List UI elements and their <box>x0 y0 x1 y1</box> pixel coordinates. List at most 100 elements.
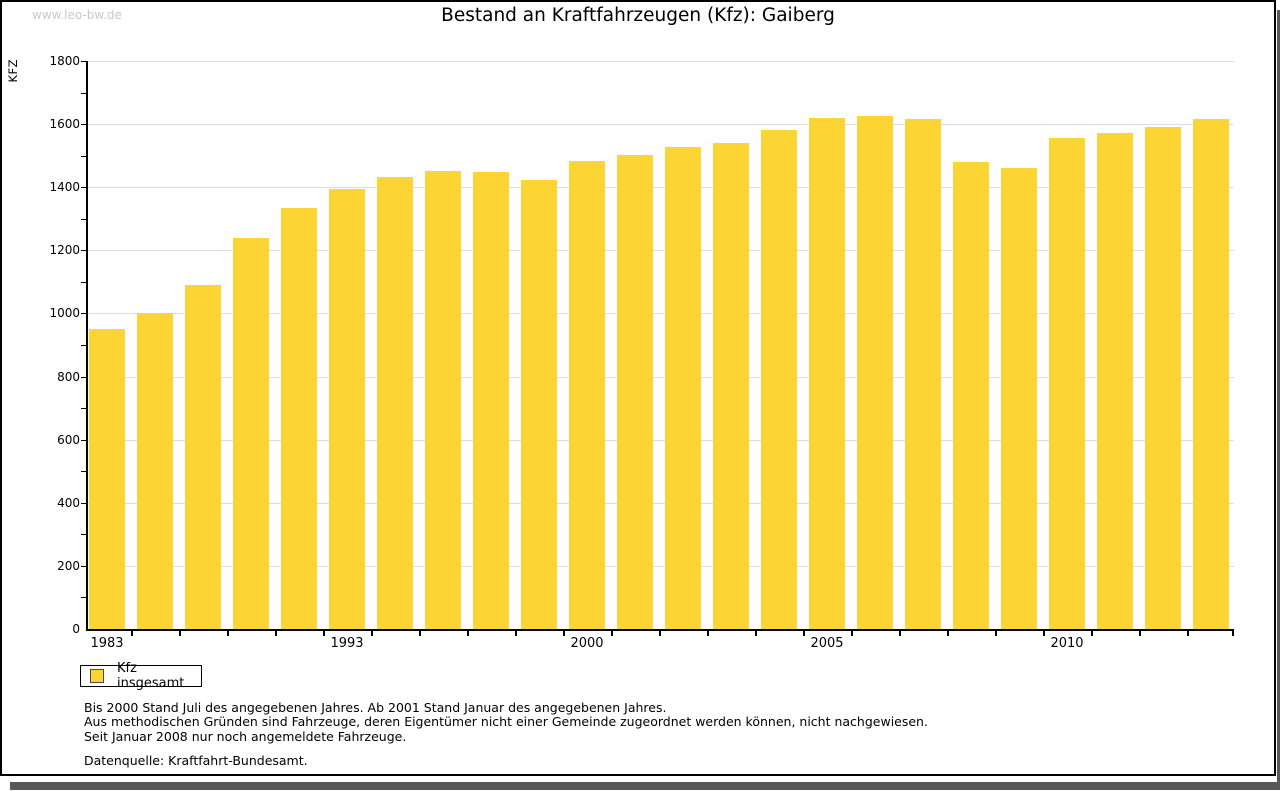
y-axis-tick <box>81 313 86 315</box>
gridline <box>88 502 1234 504</box>
x-axis-tick-label: 1983 <box>90 636 124 651</box>
y-axis-tick <box>81 218 86 220</box>
drop-shadow-bottom <box>10 782 1280 790</box>
x-axis-tick <box>659 631 661 636</box>
x-axis-tick <box>1139 631 1141 636</box>
y-axis-tick-label: 1400 <box>49 180 80 195</box>
gridline <box>88 61 1234 62</box>
bar <box>569 161 605 629</box>
x-axis-tick-label: 2000 <box>570 636 604 651</box>
legend-label: Kfz insgesamt <box>117 661 185 691</box>
data-source: Datenquelle: Kraftfahrt-Bundesamt. <box>84 753 308 768</box>
x-axis-tick <box>1043 631 1045 636</box>
bar <box>425 170 461 629</box>
y-axis-tick <box>81 124 86 126</box>
legend: Kfz insgesamt <box>80 661 202 691</box>
chart-page: www.leo-bw.de Bestand an Kraftfahrzeugen… <box>0 0 1276 776</box>
y-axis-tick-label: 200 <box>57 558 80 573</box>
x-axis-tick <box>467 631 469 636</box>
y-axis-tick <box>81 534 86 536</box>
footnote-line: Bis 2000 Stand Juli des angegebenen Jahr… <box>84 700 667 715</box>
y-axis-tick <box>81 250 86 252</box>
gridline <box>88 565 1234 567</box>
bar <box>857 116 893 629</box>
gridline <box>88 313 1234 315</box>
x-axis-tick <box>275 631 277 636</box>
footnote-line: Seit Januar 2008 nur noch angemeldete Fa… <box>84 728 407 744</box>
x-axis-tick-label: 2010 <box>1050 636 1084 651</box>
y-axis-tick-label: 1600 <box>49 117 80 132</box>
y-axis-tick <box>81 565 86 567</box>
gridline <box>88 439 1234 441</box>
bar <box>1097 132 1133 629</box>
bar <box>617 154 653 629</box>
y-axis-tick-label: 1800 <box>49 54 80 68</box>
footnotes: Bis 2000 Stand Juli des angegebenen Jahr… <box>84 700 928 744</box>
x-axis-tick <box>227 631 229 636</box>
legend-swatch <box>90 669 104 683</box>
x-axis-tick <box>419 631 421 636</box>
bar <box>1001 168 1037 629</box>
x-axis-tick <box>1091 631 1093 636</box>
bar <box>281 208 317 629</box>
y-axis-tick-label: 0 <box>72 622 80 636</box>
bar <box>905 119 941 629</box>
y-axis-tick-label: 600 <box>57 432 80 447</box>
y-axis-tick-label: 800 <box>57 369 80 384</box>
x-axis-tick <box>563 631 565 636</box>
bar <box>233 238 269 629</box>
x-axis-tick <box>131 631 133 636</box>
x-axis-tick <box>707 631 709 636</box>
y-axis-tick <box>81 408 86 410</box>
bar <box>1145 126 1181 629</box>
x-axis-tick <box>1232 631 1234 636</box>
y-axis-tick <box>81 155 86 157</box>
x-axis-tick <box>323 631 325 636</box>
x-axis-tick <box>1187 631 1189 636</box>
bar <box>1193 119 1229 629</box>
x-axis-tick-label: 1993 <box>330 636 364 651</box>
y-axis-tick <box>81 439 86 441</box>
y-axis-tick <box>81 187 86 189</box>
y-axis-tick <box>81 92 86 94</box>
gridline <box>88 124 1234 126</box>
y-axis-tick-label: 1000 <box>49 306 80 321</box>
y-axis-tick <box>81 281 86 283</box>
bar <box>329 189 365 629</box>
y-axis-tick <box>81 597 86 599</box>
y-axis-tick <box>81 345 86 346</box>
x-axis-tick-label: 2005 <box>810 636 844 651</box>
x-axis-tick <box>515 631 517 636</box>
drop-shadow-right <box>1277 10 1280 790</box>
y-axis-tick <box>81 61 86 62</box>
bar <box>473 172 509 629</box>
x-axis-tick <box>947 631 949 636</box>
bar <box>377 176 413 629</box>
x-axis-tick <box>995 631 997 636</box>
y-axis-tick <box>81 471 86 473</box>
bar <box>665 146 701 629</box>
x-axis-tick <box>851 631 853 636</box>
x-axis-tick <box>899 631 901 636</box>
bar <box>89 329 125 629</box>
y-axis-tick <box>81 376 86 378</box>
y-axis-title: KFZ <box>6 59 20 83</box>
y-axis-tick-label: 1200 <box>49 243 80 258</box>
bar <box>137 312 173 629</box>
watermark: www.leo-bw.de <box>32 8 122 22</box>
bar <box>713 142 749 629</box>
footnote-line: Aus methodischen Gründen sind Fahrzeuge,… <box>84 714 928 730</box>
plot-area <box>86 61 1234 631</box>
gridline <box>88 376 1234 378</box>
x-axis-tick <box>803 631 805 636</box>
bar <box>1049 138 1085 629</box>
x-axis-tick <box>179 631 181 636</box>
gridline <box>88 250 1234 252</box>
chart-title: Bestand an Kraftfahrzeugen (Kfz): Gaiber… <box>441 5 835 26</box>
bar <box>809 117 845 629</box>
bar <box>185 284 221 629</box>
bar <box>953 162 989 629</box>
bar <box>521 179 557 629</box>
y-axis-tick-label: 400 <box>57 495 80 510</box>
